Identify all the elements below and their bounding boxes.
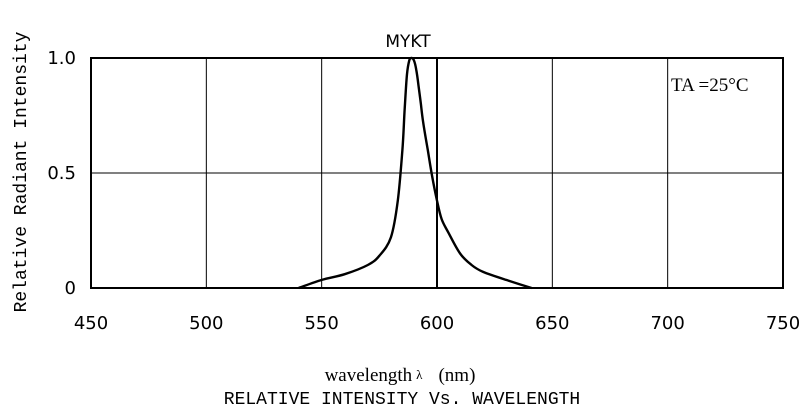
y-tick-label: 1.0 <box>47 48 76 69</box>
x-axis-unit: (nm) <box>438 365 475 386</box>
x-tick-label: 500 <box>189 313 223 334</box>
y-tick-labels: 0 0.5 1.0 <box>47 48 76 299</box>
x-tick-label: 600 <box>420 313 454 334</box>
x-tick-label: 750 <box>766 313 800 334</box>
x-tick-label: 450 <box>74 313 108 334</box>
temperature-annotation: TA =25°C <box>671 75 749 96</box>
x-tick-label: 550 <box>304 313 338 334</box>
y-tick-label: 0.5 <box>47 163 76 184</box>
chart-title: MYKT <box>385 32 431 52</box>
lambda-symbol: λ <box>416 367 423 382</box>
x-tick-labels: 450 500 550 600 650 700 750 <box>74 313 800 334</box>
x-tick-label: 700 <box>650 313 684 334</box>
chart-caption: RELATIVE INTENSITY Vs. WAVELENGTH <box>224 390 580 410</box>
y-tick-label: 0 <box>65 278 76 299</box>
y-axis-label: Relative Radiant Intensity <box>12 31 32 312</box>
grid <box>91 58 783 288</box>
x-axis-label-group: wavelength λ (nm) <box>325 365 476 386</box>
spectrum-curve <box>298 56 532 290</box>
x-axis-label: wavelength <box>325 365 413 386</box>
x-tick-label: 650 <box>535 313 569 334</box>
